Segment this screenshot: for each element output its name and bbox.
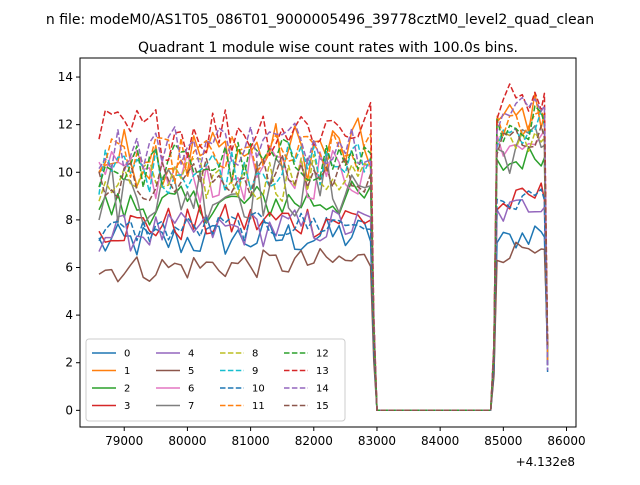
- series-line-14: [98, 96, 549, 412]
- figure-suptitle: n file: modeM0/AS1T05_086T01_9000005496_…: [46, 12, 594, 28]
- legend-label-2: 2: [124, 384, 130, 395]
- y-tick-label: 0: [65, 403, 73, 417]
- y-tick-label: 2: [65, 356, 73, 370]
- x-tick-label: 86000: [547, 434, 585, 448]
- legend-label-9: 9: [252, 366, 258, 377]
- x-tick-label: 83000: [358, 434, 396, 448]
- legend-label-0: 0: [124, 349, 130, 360]
- series-line-9: [98, 109, 549, 412]
- legend-label-13: 13: [316, 366, 329, 377]
- legend-label-1: 1: [124, 366, 130, 377]
- x-tick-label: 80000: [168, 434, 206, 448]
- legend-label-4: 4: [188, 349, 194, 360]
- legend-label-11: 11: [252, 401, 265, 412]
- x-tick-label: 84000: [421, 434, 459, 448]
- legend-label-6: 6: [188, 384, 194, 395]
- legend-label-14: 14: [316, 384, 329, 395]
- series-line-15: [98, 124, 549, 412]
- y-tick-label: 14: [58, 70, 73, 84]
- y-tick-label: 12: [58, 118, 73, 132]
- series-line-13: [98, 83, 549, 412]
- x-tick-label: 81000: [232, 434, 270, 448]
- y-tick-label: 6: [65, 260, 73, 274]
- legend-label-10: 10: [252, 384, 265, 395]
- x-tick-label: 79000: [105, 434, 143, 448]
- series-line-12: [98, 105, 549, 412]
- y-tick-label: 10: [58, 165, 73, 179]
- legend-label-12: 12: [316, 349, 329, 360]
- legend-label-5: 5: [188, 366, 194, 377]
- series-line-10: [98, 188, 549, 412]
- legend-label-8: 8: [252, 349, 258, 360]
- axes-layer: 79000 80000 81000 82000 83000 84000 85000 86000…: [58, 57, 586, 448]
- axes-frame: [79, 57, 577, 428]
- y-tick-label: 8: [65, 213, 73, 227]
- chart-title: Quadrant 1 module wise count rates with …: [138, 40, 518, 56]
- legend-label-7: 7: [188, 401, 194, 412]
- x-tick-label: 82000: [295, 434, 333, 448]
- plot-layer: [98, 83, 549, 412]
- x-offset-label: +4.132e8: [516, 455, 575, 469]
- legend-frame: [85, 338, 346, 422]
- y-tick-label: 4: [65, 308, 73, 322]
- legend-label-15: 15: [316, 401, 329, 412]
- legend-label-3: 3: [124, 401, 130, 412]
- x-tick-label: 85000: [484, 434, 522, 448]
